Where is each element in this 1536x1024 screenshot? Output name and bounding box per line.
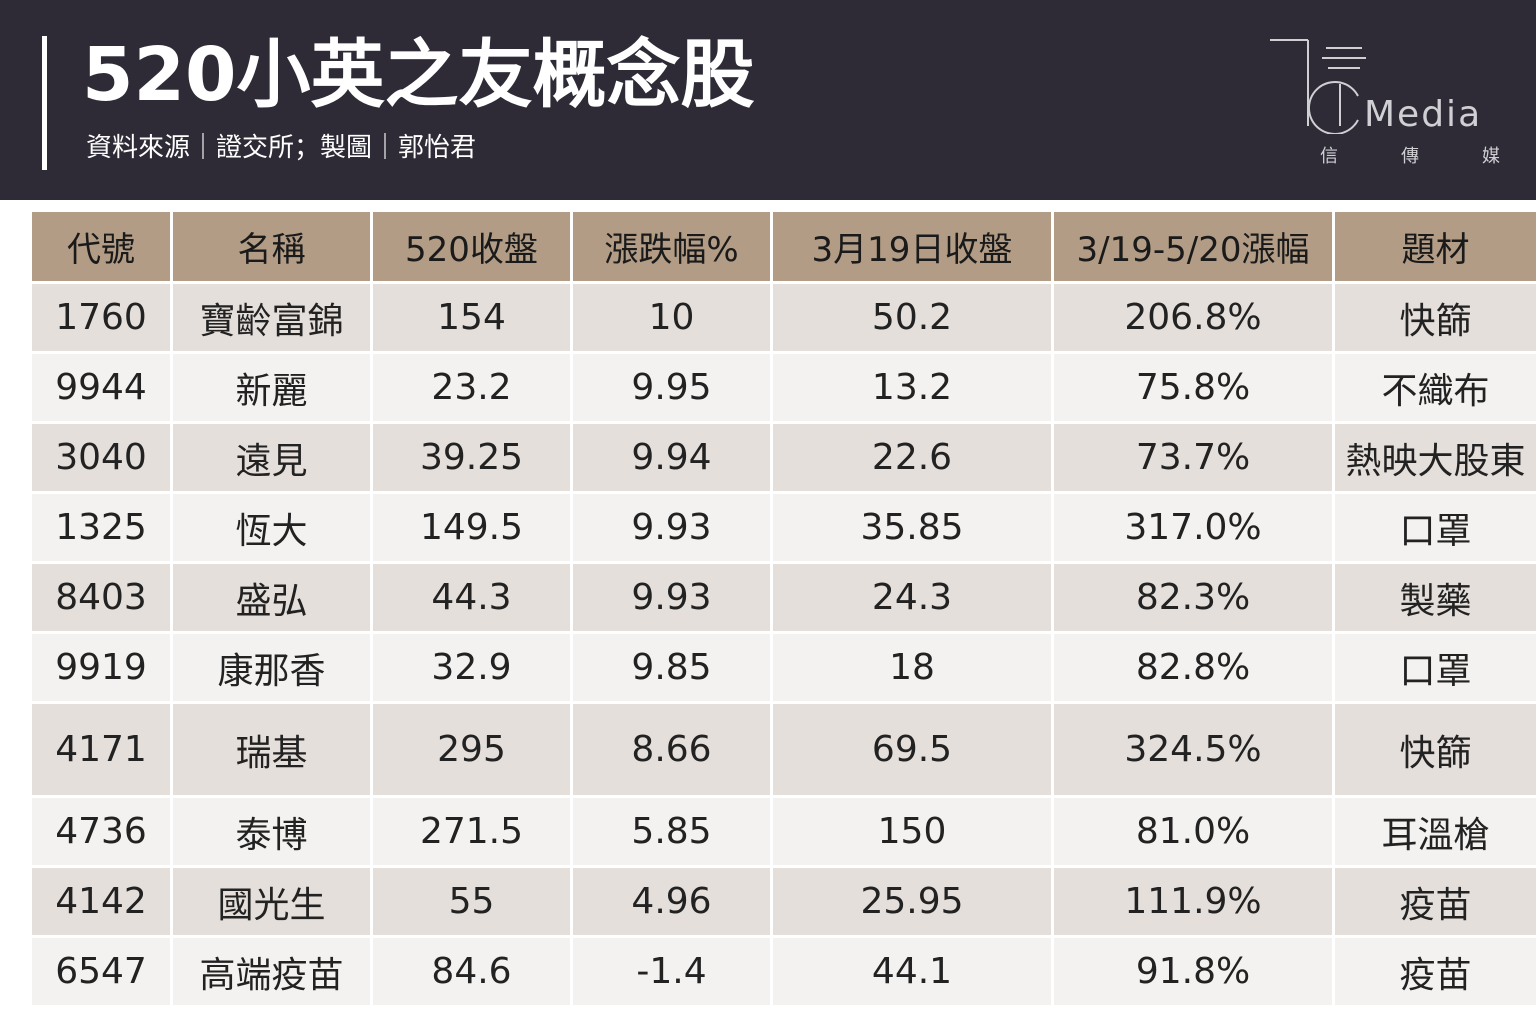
cell-name: 恆大 (173, 494, 370, 561)
cell-close-520: 55 (373, 868, 570, 935)
cell-close-520: 32.9 (373, 634, 570, 701)
stock-table: 代號 名稱 520收盤 漲跌幅% 3月19日收盤 3/19-5/20漲幅 題材 … (32, 212, 1536, 1005)
cell-code: 1325 (32, 494, 170, 561)
logo-sub-char: 信 (1320, 146, 1338, 167)
logo-mark-icon (1270, 39, 1366, 134)
cell-close-319: 69.5 (773, 704, 1051, 795)
cell-change-pct: 10 (573, 284, 770, 351)
cell-code: 8403 (32, 564, 170, 631)
stock-table-grid: 代號 名稱 520收盤 漲跌幅% 3月19日收盤 3/19-5/20漲幅 題材 … (32, 212, 1536, 1005)
cell-change-pct: 9.94 (573, 424, 770, 491)
cell-theme: 快篩 (1335, 704, 1536, 795)
logo-sub-char: 傳 (1401, 146, 1419, 167)
cell-theme: 快篩 (1335, 284, 1536, 351)
cell-change-pct: 5.85 (573, 798, 770, 865)
source-credit: 資料來源｜證交所；製圖｜郭怡君 (86, 133, 477, 163)
cell-gain-range: 82.8% (1054, 634, 1332, 701)
cell-close-319: 35.85 (773, 494, 1051, 561)
logo-subtitle: 信 傳 媒 (1320, 142, 1500, 168)
cell-close-319: 22.6 (773, 424, 1051, 491)
cell-gain-range: 81.0% (1054, 798, 1332, 865)
cell-gain-range: 317.0% (1054, 494, 1332, 561)
cell-change-pct: -1.4 (573, 938, 770, 1005)
cell-close-319: 150 (773, 798, 1051, 865)
cell-name: 泰博 (173, 798, 370, 865)
title-accent-bar (42, 36, 47, 170)
column-header-theme: 題材 (1335, 212, 1536, 281)
cell-theme: 口罩 (1335, 634, 1536, 701)
header-banner: 520小英之友概念股 資料來源｜證交所；製圖｜郭怡君 Media 信 傳 媒 (0, 0, 1536, 200)
column-header-gain-range: 3/19-5/20漲幅 (1054, 212, 1332, 281)
cell-code: 1760 (32, 284, 170, 351)
cell-change-pct: 9.85 (573, 634, 770, 701)
cell-close-520: 154 (373, 284, 570, 351)
media-logo: Media 信 傳 媒 (1262, 34, 1502, 174)
page-title: 520小英之友概念股 (82, 32, 755, 118)
cell-close-520: 149.5 (373, 494, 570, 561)
cell-close-520: 23.2 (373, 354, 570, 421)
cell-change-pct: 9.93 (573, 564, 770, 631)
cell-code: 6547 (32, 938, 170, 1005)
cell-gain-range: 82.3% (1054, 564, 1332, 631)
cell-theme: 不織布 (1335, 354, 1536, 421)
cell-close-520: 84.6 (373, 938, 570, 1005)
cell-change-pct: 9.95 (573, 354, 770, 421)
cell-close-520: 271.5 (373, 798, 570, 865)
cell-code: 4736 (32, 798, 170, 865)
cell-close-319: 18 (773, 634, 1051, 701)
cell-close-520: 44.3 (373, 564, 570, 631)
cell-code: 4171 (32, 704, 170, 795)
cell-close-319: 24.3 (773, 564, 1051, 631)
cell-name: 遠見 (173, 424, 370, 491)
cell-theme: 耳溫槍 (1335, 798, 1536, 865)
cell-change-pct: 8.66 (573, 704, 770, 795)
column-header-close-520: 520收盤 (373, 212, 570, 281)
cell-change-pct: 9.93 (573, 494, 770, 561)
cell-code: 3040 (32, 424, 170, 491)
cell-gain-range: 91.8% (1054, 938, 1332, 1005)
cell-code: 9919 (32, 634, 170, 701)
cell-close-520: 39.25 (373, 424, 570, 491)
cell-name: 新麗 (173, 354, 370, 421)
cell-close-319: 13.2 (773, 354, 1051, 421)
cell-gain-range: 73.7% (1054, 424, 1332, 491)
cell-theme: 疫苗 (1335, 868, 1536, 935)
cell-close-520: 295 (373, 704, 570, 795)
cell-code: 4142 (32, 868, 170, 935)
column-header-name: 名稱 (173, 212, 370, 281)
cell-close-319: 50.2 (773, 284, 1051, 351)
cell-gain-range: 75.8% (1054, 354, 1332, 421)
cell-gain-range: 111.9% (1054, 868, 1332, 935)
cell-code: 9944 (32, 354, 170, 421)
cell-close-319: 44.1 (773, 938, 1051, 1005)
cell-name: 寶齡富錦 (173, 284, 370, 351)
cell-theme: 製藥 (1335, 564, 1536, 631)
column-header-change-pct: 漲跌幅% (573, 212, 770, 281)
cell-name: 瑞基 (173, 704, 370, 795)
cell-gain-range: 324.5% (1054, 704, 1332, 795)
cell-name: 高端疫苗 (173, 938, 370, 1005)
column-header-close-319: 3月19日收盤 (773, 212, 1051, 281)
cell-theme: 口罩 (1335, 494, 1536, 561)
cell-name: 康那香 (173, 634, 370, 701)
cell-close-319: 25.95 (773, 868, 1051, 935)
cell-name: 國光生 (173, 868, 370, 935)
cell-theme: 疫苗 (1335, 938, 1536, 1005)
column-header-code: 代號 (32, 212, 170, 281)
logo-sub-char: 媒 (1482, 146, 1500, 167)
cell-change-pct: 4.96 (573, 868, 770, 935)
cell-name: 盛弘 (173, 564, 370, 631)
cell-gain-range: 206.8% (1054, 284, 1332, 351)
logo-word: Media (1364, 94, 1483, 135)
cell-theme: 熱映大股東 (1335, 424, 1536, 491)
